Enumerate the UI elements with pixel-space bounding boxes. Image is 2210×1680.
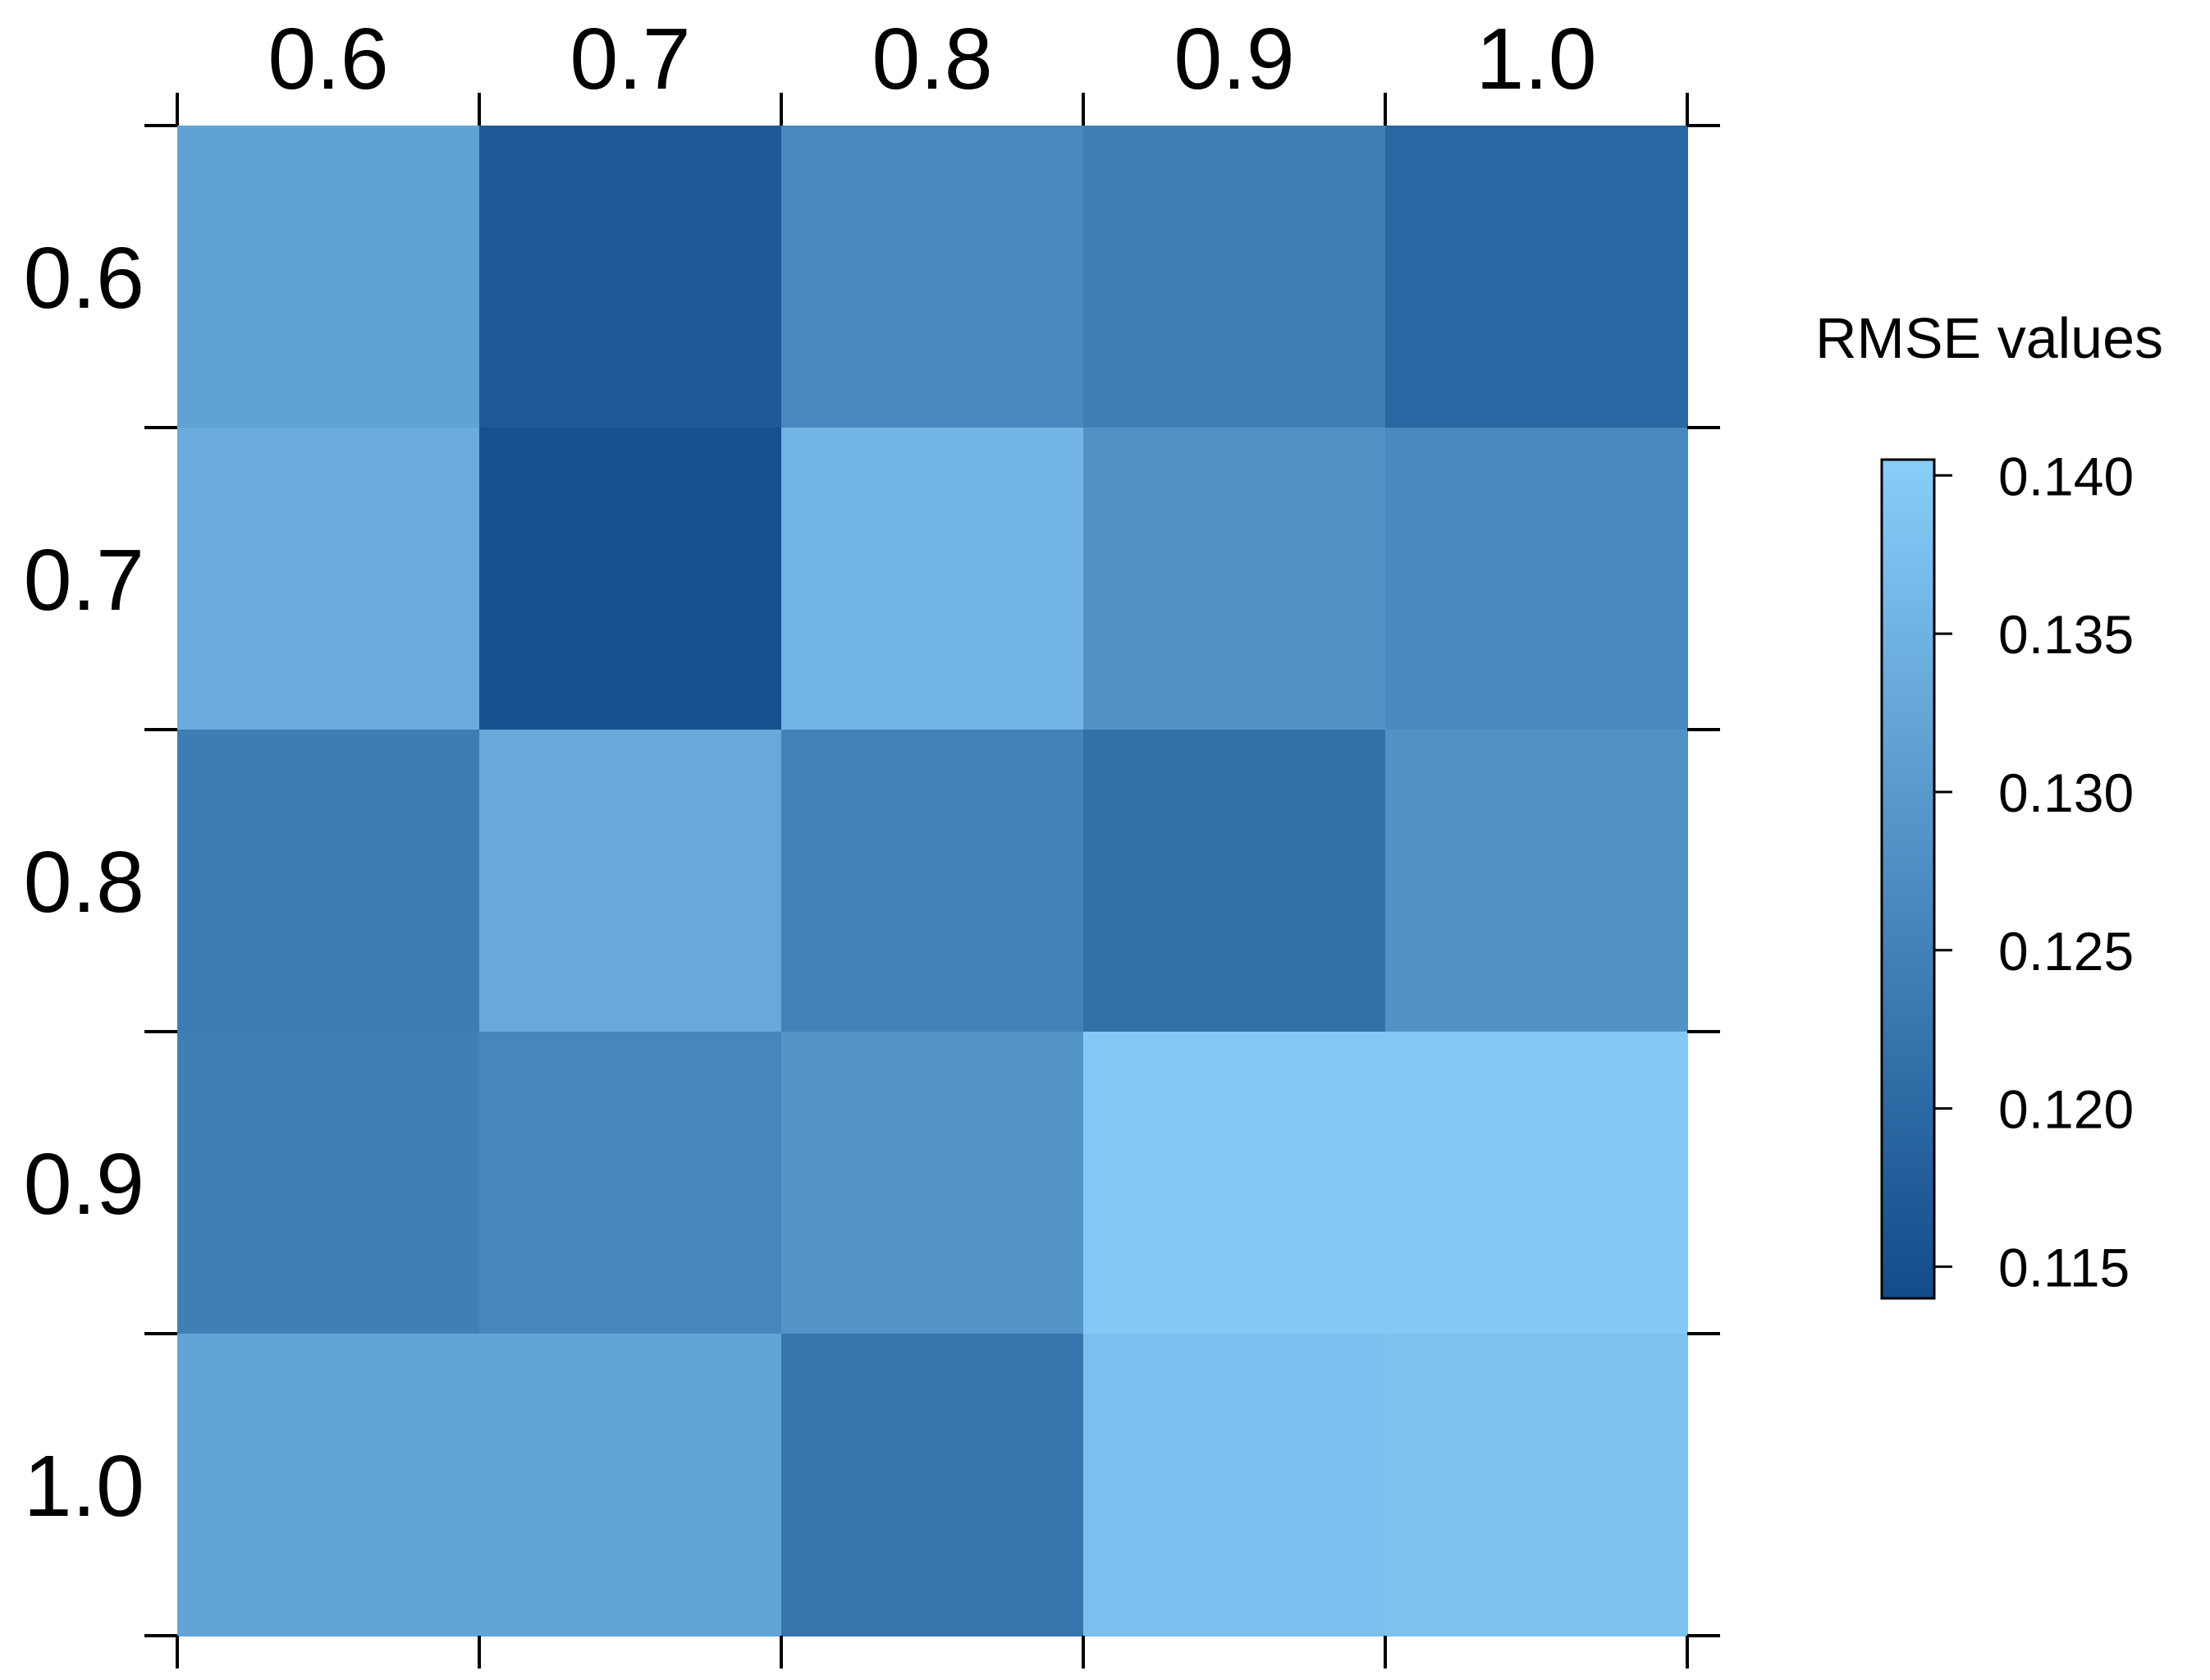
heatmap-cell bbox=[177, 1334, 480, 1637]
heatmap-cell bbox=[479, 1334, 782, 1637]
legend-tick-label: 0.120 bbox=[1998, 1079, 2134, 1140]
heatmap-cell bbox=[177, 730, 480, 1032]
heatmap-cell bbox=[781, 428, 1084, 730]
heatmap-cell bbox=[1385, 1334, 1688, 1637]
heatmap-cell bbox=[479, 126, 782, 428]
color-legend: RMSE values 0.1150.1200.1250.1300.1350.1… bbox=[1815, 306, 2163, 1300]
heatmap-cell bbox=[1385, 730, 1688, 1032]
legend-tick-label: 0.130 bbox=[1998, 762, 2134, 823]
legend-title: RMSE values bbox=[1815, 306, 2163, 370]
heatmap-cell bbox=[1083, 428, 1386, 730]
heatmap-cell bbox=[1083, 1334, 1386, 1637]
heatmap-cell bbox=[177, 428, 480, 730]
heatmap-cell bbox=[781, 126, 1084, 428]
heatmap-cell bbox=[479, 1032, 782, 1334]
x-tick-label: 0.9 bbox=[1174, 11, 1294, 108]
heatmap-cell bbox=[177, 1032, 480, 1334]
heatmap-cell bbox=[781, 1032, 1084, 1334]
heatmap-cell bbox=[1083, 126, 1386, 428]
y-tick-label: 1.0 bbox=[24, 1438, 144, 1535]
legend-tick-label: 0.125 bbox=[1998, 921, 2134, 982]
heatmap-cell bbox=[781, 1334, 1084, 1637]
legend-tick-label: 0.135 bbox=[1998, 604, 2134, 665]
heatmap-axes: 0.6 0.7 0.8 0.9 1.0 0.6 0.7 0.8 0.9 1.0 bbox=[24, 11, 1720, 1669]
x-tick-label: 0.7 bbox=[570, 11, 690, 108]
y-tick-label: 0.7 bbox=[24, 532, 144, 629]
heatmap-cell bbox=[479, 428, 782, 730]
heatmap-cell bbox=[479, 730, 782, 1032]
y-tick-label: 0.9 bbox=[24, 1136, 144, 1233]
heatmap-cell bbox=[1385, 126, 1688, 428]
x-tick-label: 0.6 bbox=[268, 11, 388, 108]
y-tick-label: 0.8 bbox=[24, 834, 144, 931]
legend-ticks: 0.115 0.120 0.125 0.130 0.135 0.140 bbox=[1934, 446, 2134, 1298]
heatmap-cells bbox=[177, 126, 1688, 1637]
legend-tick-label: 0.115 bbox=[1998, 1237, 2130, 1298]
legend-color-bar bbox=[1880, 458, 1936, 1300]
y-tick-label: 0.6 bbox=[24, 230, 144, 327]
x-tick-label: 0.8 bbox=[872, 11, 992, 108]
heatmap-cell bbox=[1083, 1032, 1386, 1334]
heatmap-cell bbox=[1083, 730, 1386, 1032]
legend-tick-label: 0.140 bbox=[1998, 446, 2134, 506]
heatmap-cell bbox=[1385, 1032, 1688, 1334]
x-tick-label: 1.0 bbox=[1476, 11, 1596, 108]
heatmap-cell bbox=[177, 126, 480, 428]
heatmap-cell bbox=[1385, 428, 1688, 730]
heatmap-cell bbox=[781, 730, 1084, 1032]
